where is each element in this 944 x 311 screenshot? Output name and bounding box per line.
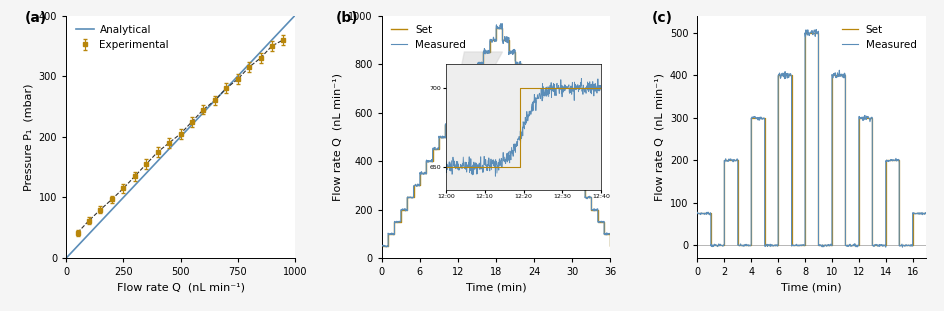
Set bbox=[799, 244, 810, 247]
Set bbox=[866, 244, 877, 247]
Measured bbox=[391, 219, 402, 223]
Measured bbox=[691, 211, 702, 214]
Set bbox=[812, 31, 823, 35]
Set bbox=[906, 244, 918, 247]
Legend: Analytical, Experimental: Analytical, Experimental bbox=[72, 21, 173, 54]
Measured bbox=[787, 244, 799, 248]
Measured bbox=[400, 208, 412, 211]
Set bbox=[490, 26, 501, 30]
Text: (a): (a) bbox=[25, 11, 47, 25]
Line: Set: Set bbox=[697, 33, 925, 245]
Set bbox=[785, 244, 797, 247]
Legend: Set, Measured: Set, Measured bbox=[387, 21, 470, 54]
Set bbox=[758, 244, 769, 247]
Set bbox=[879, 244, 890, 247]
Set bbox=[879, 158, 890, 162]
Set bbox=[592, 208, 603, 211]
Set bbox=[839, 244, 851, 247]
Set bbox=[799, 31, 810, 35]
Y-axis label: Pressure P₁  (mbar): Pressure P₁ (mbar) bbox=[23, 83, 33, 191]
Set bbox=[893, 244, 904, 247]
Set bbox=[771, 244, 783, 247]
Set bbox=[758, 116, 769, 119]
Measured bbox=[564, 160, 575, 163]
Text: (b): (b) bbox=[336, 11, 359, 25]
Set bbox=[611, 244, 622, 248]
Measured bbox=[868, 244, 879, 248]
Measured bbox=[849, 244, 860, 247]
Set bbox=[893, 158, 904, 162]
Set bbox=[745, 244, 756, 247]
Set bbox=[906, 211, 918, 215]
X-axis label: Flow rate Q  (nL min⁻¹): Flow rate Q (nL min⁻¹) bbox=[116, 283, 244, 293]
Set bbox=[745, 116, 756, 119]
Set bbox=[812, 244, 823, 247]
Set bbox=[839, 73, 851, 77]
Measured bbox=[430, 147, 442, 151]
Set bbox=[717, 244, 729, 247]
Set bbox=[509, 62, 520, 66]
Y-axis label: Flow rate Q  (nL min⁻¹): Flow rate Q (nL min⁻¹) bbox=[653, 73, 664, 201]
Measured bbox=[380, 245, 392, 249]
Set bbox=[376, 244, 387, 248]
Set bbox=[717, 158, 729, 162]
Measured bbox=[919, 211, 931, 215]
Line: Measured: Measured bbox=[697, 30, 925, 247]
Line: Measured: Measured bbox=[381, 24, 616, 247]
Set bbox=[825, 73, 836, 77]
Set bbox=[852, 116, 864, 119]
Measured bbox=[757, 117, 768, 121]
Measured bbox=[496, 22, 507, 26]
Y-axis label: Flow rate Q  (nL min⁻¹): Flow rate Q (nL min⁻¹) bbox=[332, 73, 343, 201]
Set bbox=[825, 244, 836, 247]
X-axis label: Time (min): Time (min) bbox=[465, 283, 526, 293]
Text: (c): (c) bbox=[651, 11, 672, 25]
Set bbox=[452, 99, 464, 102]
Measured bbox=[877, 244, 888, 247]
Set bbox=[852, 244, 864, 247]
Measured bbox=[810, 28, 821, 31]
Measured bbox=[376, 244, 387, 248]
Set bbox=[427, 159, 438, 163]
Set bbox=[785, 73, 797, 77]
Measured bbox=[452, 98, 464, 102]
Measured bbox=[818, 243, 830, 247]
Polygon shape bbox=[451, 52, 502, 115]
X-axis label: Time (min): Time (min) bbox=[781, 283, 841, 293]
Measured bbox=[611, 244, 622, 247]
Measured bbox=[896, 245, 907, 249]
Set bbox=[866, 116, 877, 119]
Set bbox=[919, 211, 931, 215]
Set bbox=[771, 73, 783, 77]
Set bbox=[704, 244, 716, 247]
Set bbox=[427, 147, 438, 151]
Set bbox=[704, 211, 716, 215]
Legend: Set, Measured: Set, Measured bbox=[836, 21, 919, 54]
Line: Set: Set bbox=[381, 28, 616, 246]
Set bbox=[732, 158, 743, 162]
Measured bbox=[469, 73, 480, 77]
Set bbox=[691, 211, 702, 215]
Set bbox=[732, 244, 743, 247]
Set bbox=[509, 50, 520, 54]
